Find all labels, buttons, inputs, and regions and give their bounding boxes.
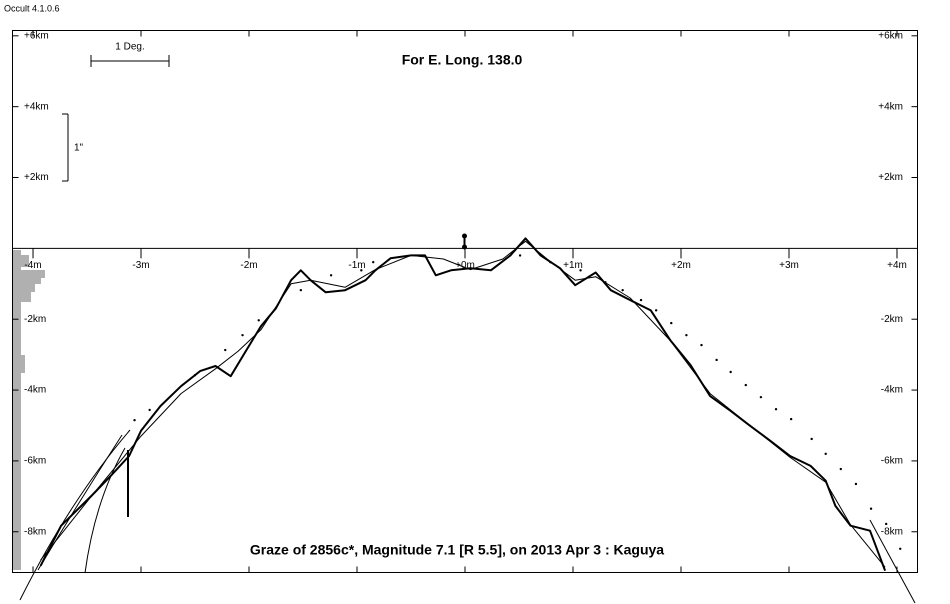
limit-dot — [810, 437, 813, 441]
limit-dot — [839, 467, 843, 471]
limit-dot — [579, 269, 582, 272]
y-tick-label: -6km — [24, 456, 46, 467]
limit-dot — [729, 370, 732, 374]
scale-label: 1" — [74, 143, 84, 154]
limit-dot — [224, 348, 227, 352]
limit-dot — [604, 281, 607, 284]
limit-dot — [789, 417, 793, 421]
limit-dot — [654, 309, 658, 312]
limit-dot — [133, 418, 136, 422]
x-tick-label: -4m — [24, 260, 41, 271]
limit-dot — [372, 260, 375, 264]
y-tick-label: +6km — [24, 30, 49, 41]
y-tick-label: -6km — [881, 456, 903, 467]
limit-dot — [715, 358, 718, 362]
scale-label: 1 Deg. — [115, 42, 144, 53]
limit-dot — [299, 288, 303, 292]
histogram — [13, 250, 45, 570]
x-tick-label: -1m — [348, 260, 365, 271]
limit-dot — [759, 395, 763, 399]
limit-dot — [899, 547, 902, 550]
x-tick-label: +2m — [671, 260, 691, 271]
x-tick-label: +0m — [455, 260, 475, 271]
y-tick-label: +2km — [878, 172, 903, 183]
y-tick-label: +6km — [878, 30, 903, 41]
x-tick-label: +4m — [887, 260, 907, 271]
limit-dot — [700, 343, 703, 347]
limit-dot — [148, 408, 151, 412]
y-tick-label: -8km — [881, 526, 903, 537]
app-title: Occult 4.1.0.6 — [4, 3, 60, 13]
limit-dot — [774, 407, 778, 411]
y-tick-label: -4km — [881, 385, 903, 396]
limit-dot — [869, 507, 873, 510]
limit-dot — [824, 452, 827, 456]
subtitle: Graze of 2856c*, Magnitude 7.1 [R 5.5], … — [250, 542, 664, 558]
x-tick-label: +1m — [563, 260, 583, 271]
x-tick-label: -2m — [240, 260, 257, 271]
y-tick-label: -8km — [24, 526, 46, 537]
x-tick-label: +3m — [779, 260, 799, 271]
y-tick-label: -2km — [881, 314, 903, 325]
limit-dot — [685, 333, 688, 337]
limit-dot — [884, 522, 888, 526]
limit-dot — [854, 482, 858, 486]
limit-dot — [670, 321, 673, 325]
chart-title: For E. Long. 138.0 — [402, 52, 523, 68]
y-tick-label: -4km — [24, 385, 46, 396]
limb-lines — [19, 429, 916, 604]
x-tick-label: -3m — [132, 260, 149, 271]
limit-dot — [257, 319, 260, 322]
limit-dot — [744, 383, 747, 387]
mean-limb — [40, 240, 886, 568]
y-tick-label: +4km — [878, 101, 903, 112]
scale-bars — [62, 55, 170, 182]
limit-dot — [193, 373, 197, 377]
limit-dot — [360, 269, 363, 272]
limit-dot — [241, 333, 244, 337]
y-tick-label: -2km — [24, 314, 46, 325]
limit-dot — [549, 260, 552, 264]
y-tick-label: +4km — [24, 101, 49, 112]
limit-dot — [639, 298, 643, 302]
limit-dot — [329, 274, 333, 277]
limit-dot — [621, 288, 624, 292]
y-tick-label: +2km — [24, 172, 49, 183]
limit-dot — [518, 254, 522, 257]
